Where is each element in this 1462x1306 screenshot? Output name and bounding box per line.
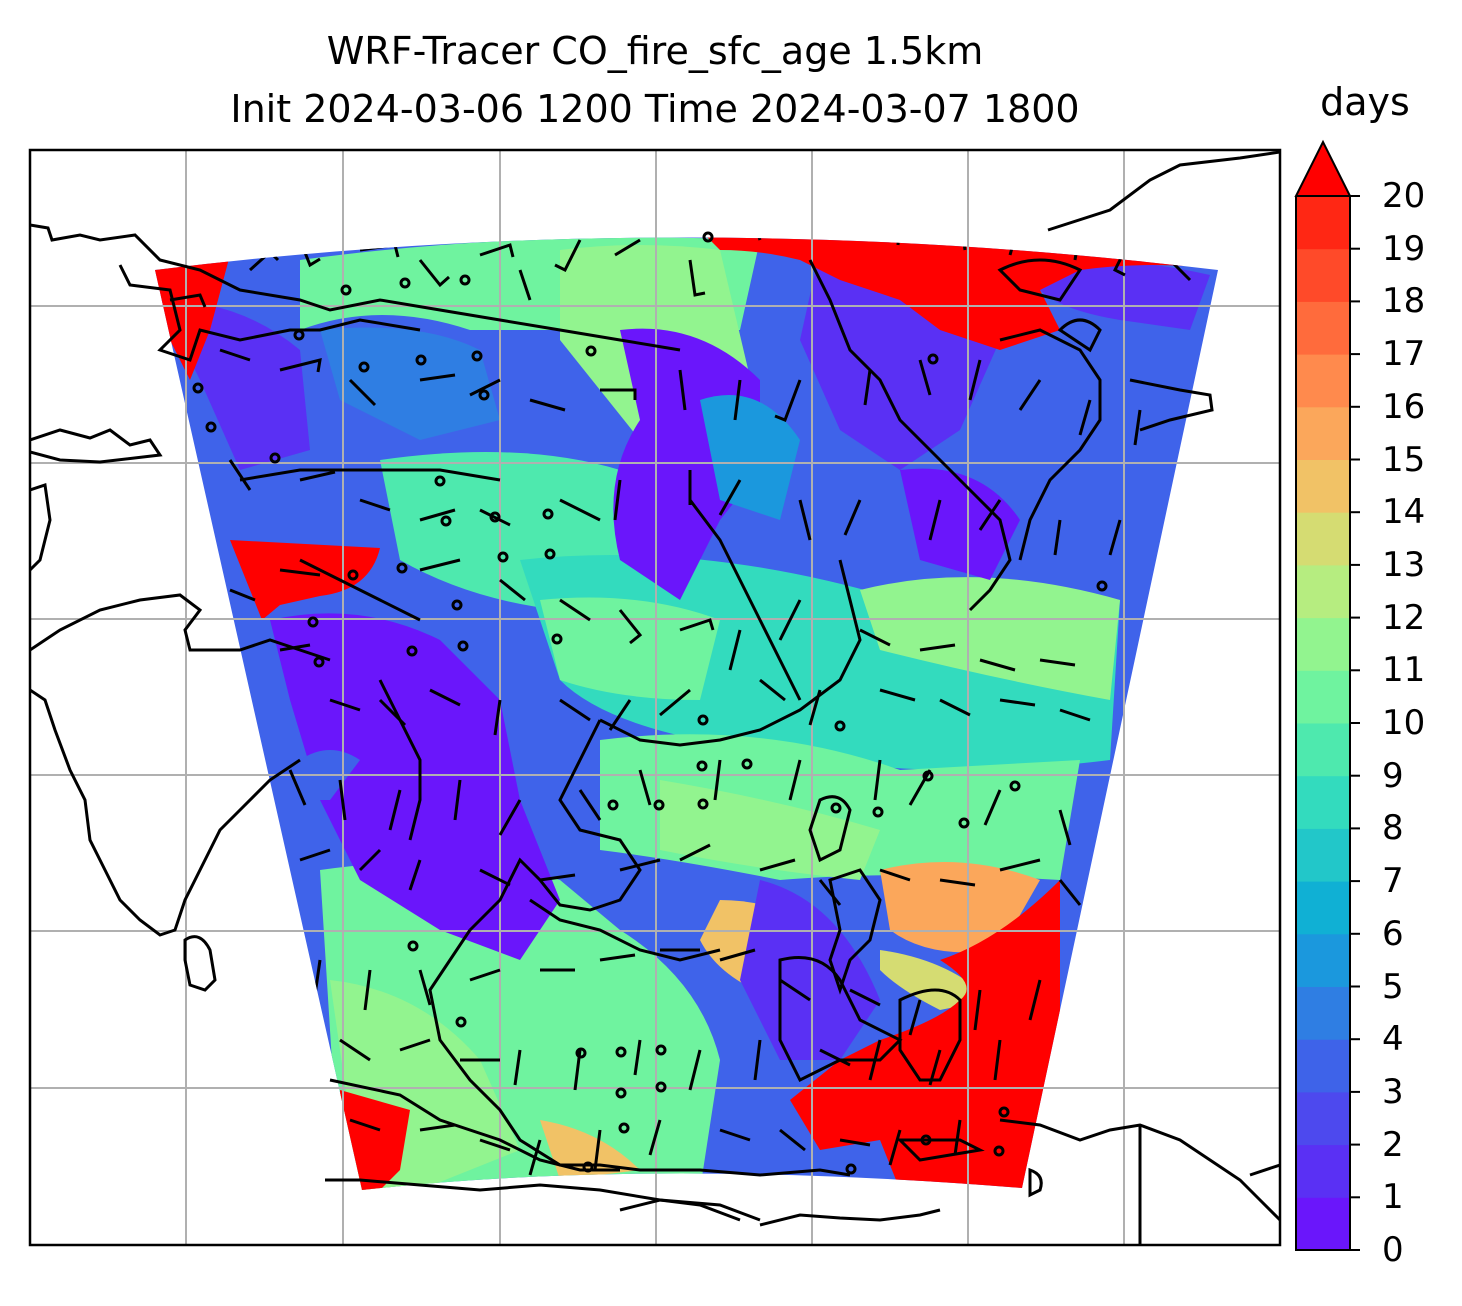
map-frame (28, 148, 1282, 1247)
colorbar-segment (1296, 933, 1350, 987)
colorbar-segment (1296, 512, 1350, 566)
colorbar-tick-label: 14 (1382, 492, 1426, 533)
colorbar-tick-label: 3 (1382, 1071, 1404, 1112)
colorbar-tick-label: 18 (1382, 281, 1426, 322)
colorbar-tick-label: 13 (1382, 544, 1426, 585)
field-patch (700, 237, 1218, 350)
colorbar-segment (1296, 881, 1350, 935)
colorbar-tick-label: 8 (1382, 808, 1404, 849)
colorbar-tick-label: 20 (1382, 176, 1426, 216)
colorbar-tick-label: 10 (1382, 703, 1426, 743)
colorbar-tick-label: 2 (1382, 1124, 1404, 1165)
colorbar-tick-label: 9 (1382, 755, 1404, 796)
colorbar-segment (1296, 248, 1350, 302)
colorbar-tick-label: 6 (1382, 913, 1404, 954)
colorbar-segment (1296, 406, 1350, 460)
colorbar-unit-label: days (1320, 80, 1410, 124)
calm-circles (192, 231, 1108, 1175)
colorbar-segment (1296, 670, 1350, 724)
gridlines (30, 150, 1280, 1245)
colorbar-segment (1296, 1039, 1350, 1093)
colorbar-segment (1296, 564, 1350, 619)
colorbar-tick-label: 17 (1382, 334, 1426, 375)
colorbar-extend-arrow (1294, 139, 1352, 197)
colorbar-tick-label: 11 (1382, 650, 1426, 691)
colorbar-tick-label: 0 (1382, 1230, 1404, 1270)
field-patch (700, 395, 800, 520)
tracer-age-field (155, 237, 1218, 1190)
colorbar-tick-label: 15 (1382, 439, 1426, 480)
field-patch (880, 862, 1040, 953)
colorbar-tick-label: 7 (1382, 861, 1404, 902)
colorbar-segment (1296, 617, 1350, 671)
field-patch (880, 950, 990, 1010)
colorbar-tick-label: 16 (1382, 386, 1426, 427)
colorbar-segment (1296, 301, 1350, 355)
field-patch (740, 880, 880, 1060)
figure-title-line-1: WRF-Tracer CO_fire_sfc_age 1.5km (326, 29, 984, 73)
colorbar-segment (1296, 986, 1350, 1040)
colorbar-segment (1296, 354, 1350, 408)
colorbar-segment (1296, 1091, 1350, 1146)
colorbar-segment (1296, 828, 1350, 882)
field-patch (860, 577, 1120, 700)
figure-title-line-2: Init 2024-03-06 1200 Time 2024-03-07 180… (230, 87, 1080, 131)
colorbar-segment (1296, 723, 1350, 777)
wind-barbs (169, 237, 1192, 1176)
colorbar-segment (1296, 1144, 1350, 1198)
colorbar-segment (1296, 1197, 1350, 1251)
colorbar-tick-label: 4 (1382, 1019, 1404, 1060)
field-patch (320, 327, 500, 440)
colorbar-tick-label: 12 (1382, 597, 1426, 638)
field-patch (900, 468, 1020, 580)
colorbar (1294, 139, 1360, 1251)
colorbar-segment (1296, 196, 1350, 250)
field-patch (660, 780, 880, 880)
field-patch (790, 880, 1060, 1190)
colorbar-tick-label: 19 (1382, 228, 1426, 269)
colorbar-segment (1296, 775, 1350, 829)
colorbar-tick-label: 1 (1382, 1177, 1404, 1218)
field-patch (540, 597, 720, 700)
field-patch (155, 255, 230, 380)
colorbar-segment (1296, 459, 1350, 513)
colorbar-tick-label: 5 (1382, 966, 1404, 1007)
coastlines (30, 150, 1280, 1245)
